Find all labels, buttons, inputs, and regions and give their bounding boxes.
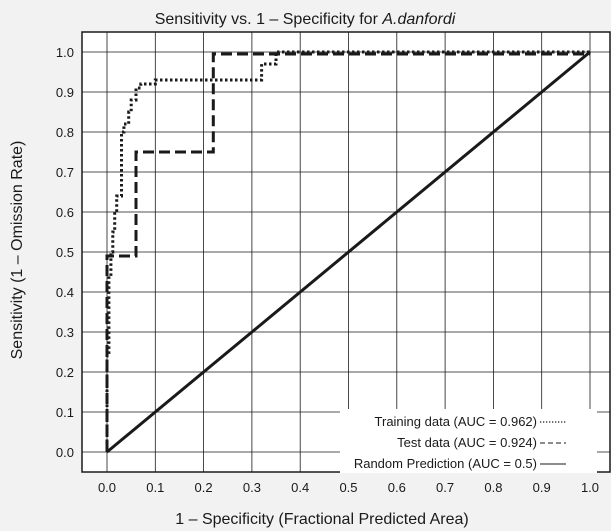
series-line-dotted bbox=[105, 50, 590, 452]
chart-title-species: A.danfordi bbox=[381, 11, 455, 28]
x-tick-label: 0.0 bbox=[98, 480, 116, 495]
x-tick-label: 0.1 bbox=[146, 480, 164, 495]
y-axis-ticks: 0.0 0.1 0.2 0.3 0.4 0.5 0.6 0.7 0.8 0.9 1.0 bbox=[56, 45, 74, 460]
y-tick-label: 0.1 bbox=[56, 405, 74, 420]
x-axis-label: 1 – Specificity (Fractional Predicted Ar… bbox=[175, 511, 468, 528]
y-axis-label: Sensitivity (1 – Omission Rate) bbox=[9, 141, 26, 360]
x-tick-label: 0.6 bbox=[388, 480, 406, 495]
series-line-solid bbox=[106, 50, 591, 454]
y-tick-label: 0.8 bbox=[56, 125, 74, 140]
y-tick-label: 0.7 bbox=[56, 165, 74, 180]
chart-title: Sensitivity vs. 1 – Specificity for A.da… bbox=[155, 11, 456, 28]
chart-title-main: Sensitivity vs. 1 – Specificity for bbox=[155, 11, 383, 28]
legend-background bbox=[340, 409, 597, 473]
legend-label-training: Training data (AUC = 0.962) bbox=[375, 414, 537, 429]
x-tick-label: 0.7 bbox=[436, 480, 454, 495]
y-tick-label: 0.5 bbox=[56, 245, 74, 260]
x-tick-label: 0.8 bbox=[484, 480, 502, 495]
x-tick-label: 0.5 bbox=[339, 480, 357, 495]
legend-label-test: Test data (AUC = 0.924) bbox=[397, 435, 537, 450]
y-tick-label: 1.0 bbox=[56, 45, 74, 60]
y-tick-label: 0.6 bbox=[56, 205, 74, 220]
x-tick-label: 0.3 bbox=[243, 480, 261, 495]
y-tick-label: 0.4 bbox=[56, 285, 74, 300]
legend: Training data (AUC = 0.962) Test data (A… bbox=[340, 409, 597, 473]
series-line-dashed bbox=[105, 52, 590, 452]
x-tick-label: 0.4 bbox=[291, 480, 309, 495]
x-tick-label: 0.9 bbox=[533, 480, 551, 495]
y-tick-label: 0.0 bbox=[56, 445, 74, 460]
y-tick-label: 0.3 bbox=[56, 325, 74, 340]
x-tick-label: 0.2 bbox=[195, 480, 213, 495]
grid bbox=[82, 32, 610, 472]
legend-label-random: Random Prediction (AUC = 0.5) bbox=[354, 456, 537, 471]
series-layer bbox=[105, 50, 591, 454]
y-tick-label: 0.9 bbox=[56, 85, 74, 100]
x-tick-label: 1.0 bbox=[581, 480, 599, 495]
y-tick-label: 0.2 bbox=[56, 365, 74, 380]
x-axis-ticks: 0.0 0.1 0.2 0.3 0.4 0.5 0.6 0.7 0.8 0.9 1.0 bbox=[98, 480, 599, 495]
